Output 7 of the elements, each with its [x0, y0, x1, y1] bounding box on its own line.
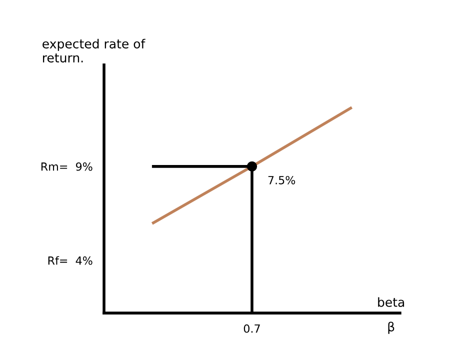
x-axis-title: β	[388, 322, 394, 334]
x-tick-label: 0.7	[244, 324, 260, 333]
annotation: beta	[378, 297, 404, 307]
y-tick-label: Rf= 4%	[48, 256, 92, 265]
y-tick-label: Rm= 9%	[41, 162, 92, 171]
annotation: 7.5%	[268, 176, 296, 184]
y-axis-title: expected rate of return.	[42, 38, 146, 62]
